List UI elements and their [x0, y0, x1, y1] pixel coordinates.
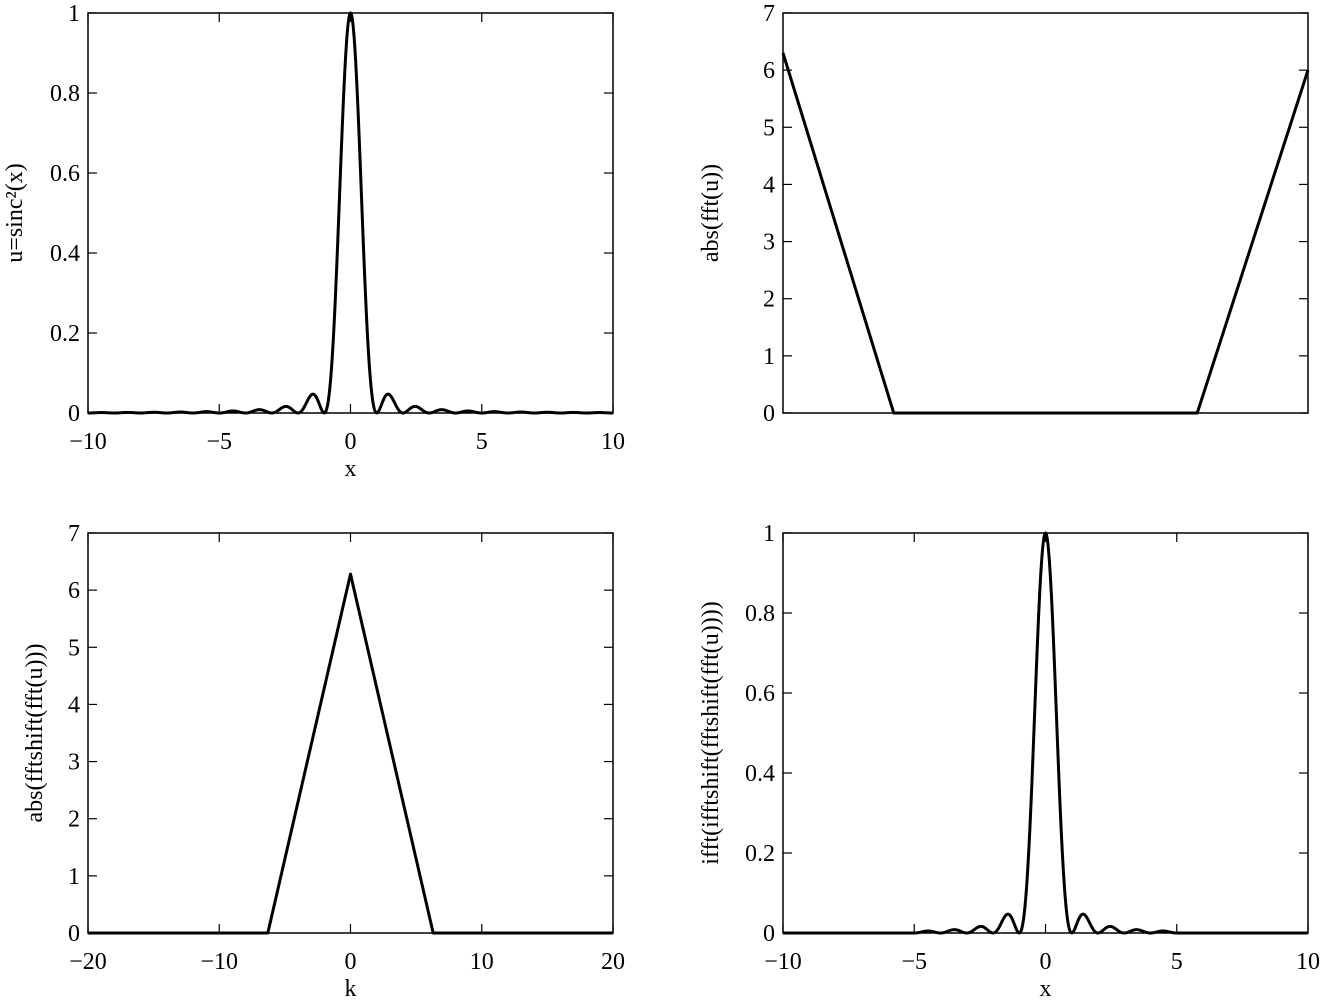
y-tick-label: 7: [68, 521, 80, 547]
y-axis-label: ifft(ifftshift(fftshift(fft(u)))): [698, 601, 724, 864]
x-tick-label: 10: [1296, 949, 1320, 975]
y-axis-label: abs(fftshift(fft(u))): [22, 643, 48, 822]
x-tick-label: −5: [206, 429, 232, 455]
y-tick-label: 3: [763, 230, 775, 256]
y-tick-label: 0: [68, 401, 80, 427]
x-tick-label: 10: [470, 949, 494, 975]
y-tick-label: 0.8: [745, 601, 775, 627]
x-tick-label: −10: [764, 949, 802, 975]
y-tick-label: 4: [763, 172, 775, 198]
y-tick-label: 0: [763, 921, 775, 947]
subplot-abs-fftshift: −20 −10 0 10 20 0 1 2 3 4 5 6 7 k abs(fftshift(fft(u))…: [22, 521, 625, 1001]
x-tick-label: 5: [476, 429, 488, 455]
x-tick-label: 0: [345, 429, 357, 455]
x-tick-label: 0: [345, 949, 357, 975]
axes-frame: [87, 532, 614, 934]
y-tick-label: 1: [763, 521, 775, 547]
x-tick-label: −10: [200, 949, 238, 975]
y-tick-label: 3: [68, 750, 80, 776]
y-tick-label: 4: [68, 692, 80, 718]
y-tick-label: 0: [763, 401, 775, 427]
y-tick-label: 1: [68, 1, 80, 27]
y-tick-label: 0.6: [745, 681, 775, 707]
y-tick-label: 7: [763, 1, 775, 27]
x-tick-label: 20: [601, 949, 625, 975]
y-tick-label: 0.2: [50, 321, 80, 347]
y-tick-label: 0.6: [50, 161, 80, 187]
y-tick-label: 5: [68, 635, 80, 661]
subplot-sinc-squared: −10 −5 0 5 10 0 0.2 0.4 0.6 0.8 1 x u=sinc²(x): [2, 1, 625, 482]
y-tick-label: 0.4: [745, 761, 775, 787]
x-axis-label: k: [345, 976, 357, 1001]
x-tick-label: 5: [1171, 949, 1183, 975]
y-tick-label: 2: [763, 287, 775, 313]
y-tick-label: 0.8: [50, 81, 80, 107]
x-axis-label: x: [1040, 976, 1052, 1001]
y-tick-label: 5: [763, 115, 775, 141]
axes-frame: [87, 12, 614, 414]
data-line: [88, 572, 613, 935]
x-tick-label: −10: [69, 429, 107, 455]
y-tick-label: 1: [763, 344, 775, 370]
subplot-abs-fft: 0 1 2 3 4 5 6 7 abs(fft(u)): [698, 1, 1310, 427]
data-line: [781, 52, 1310, 415]
x-tick-label: 10: [601, 429, 625, 455]
x-tick-label: −5: [901, 949, 927, 975]
subplot-ifft-reconstruction: −10 −5 0 5 10 0 0.2 0.4 0.6 0.8 1 x ifft(ifftshift(f…: [698, 521, 1320, 1001]
y-tick-label: 6: [763, 58, 775, 84]
y-tick-label: 6: [68, 578, 80, 604]
y-tick-label: 0.4: [50, 241, 80, 267]
y-tick-label: 0: [68, 921, 80, 947]
axes-frame: [782, 12, 1309, 414]
y-tick-label: 1: [68, 864, 80, 890]
x-axis-label: x: [345, 456, 357, 482]
y-tick-label: 2: [68, 807, 80, 833]
data-line: [782, 531, 1309, 935]
y-tick-label: 0.2: [745, 841, 775, 867]
data-line: [87, 11, 614, 415]
axes-frame: [782, 532, 1309, 934]
y-axis-label: u=sinc²(x): [2, 163, 28, 262]
x-tick-label: 0: [1040, 949, 1052, 975]
y-axis-label: abs(fft(u)): [698, 164, 724, 262]
x-tick-label: −20: [69, 949, 107, 975]
